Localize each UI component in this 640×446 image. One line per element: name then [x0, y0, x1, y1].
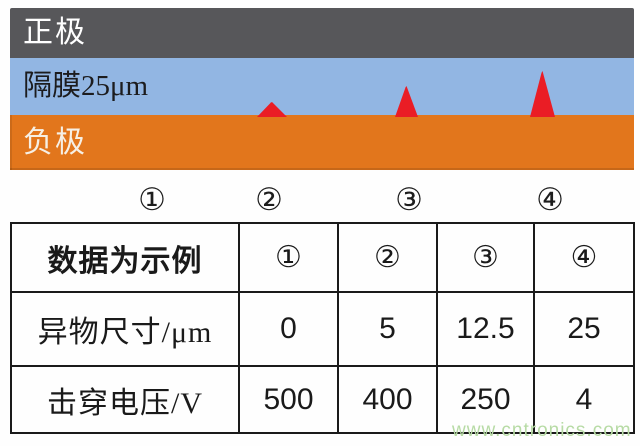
separator-label: 隔膜25μm — [23, 70, 149, 102]
separator-layer: 隔膜25μm — [10, 58, 634, 115]
breakdown-voltage-value-2: 400 — [337, 365, 438, 434]
negative-electrode-layer: 负极 — [10, 115, 634, 170]
positive-electrode-label: 正极 — [23, 16, 87, 49]
header-cell-2: ② — [337, 222, 438, 293]
particle-size-value-4: 25 — [533, 291, 635, 367]
position-marker-2: ② — [255, 182, 283, 217]
breakdown-data-table: 数据为示例 ① ② ③ ④ 异物尺寸/μm 0 5 12.5 25 击穿电压/V… — [10, 222, 635, 434]
table-title-cell: 数据为示例 — [10, 222, 240, 293]
particle-size-value-2: 5 — [337, 291, 438, 367]
table-header-row: 数据为示例 ① ② ③ ④ — [10, 222, 635, 293]
breakdown-voltage-value-4: 4 — [533, 365, 635, 434]
breakdown-voltage-value-1: 500 — [238, 365, 339, 434]
watermark-text: www.cntronics.com — [452, 420, 632, 441]
electrode-stack-diagram: 正极 隔膜25μm 负极 — [10, 8, 634, 170]
header-cell-4: ④ — [533, 222, 635, 293]
header-cell-1: ① — [238, 222, 339, 293]
row-label-particle-size: 异物尺寸/μm — [10, 291, 240, 367]
position-marker-4: ④ — [536, 182, 564, 217]
position-marker-3: ③ — [395, 182, 423, 217]
breakdown-voltage-value-3: 250 — [436, 365, 535, 434]
table-row-particle-size: 异物尺寸/μm 0 5 12.5 25 — [10, 291, 635, 367]
row-label-breakdown-voltage: 击穿电压/V — [10, 365, 240, 434]
particle-size-value-3: 12.5 — [436, 291, 535, 367]
position-marker-1: ① — [138, 182, 166, 217]
negative-electrode-label: 负极 — [23, 125, 87, 159]
particle-size-value-1: 0 — [238, 291, 339, 367]
table-row-breakdown-voltage: 击穿电压/V 500 400 250 4 — [10, 365, 635, 434]
positive-electrode-layer: 正极 — [10, 8, 634, 58]
header-cell-3: ③ — [436, 222, 535, 293]
